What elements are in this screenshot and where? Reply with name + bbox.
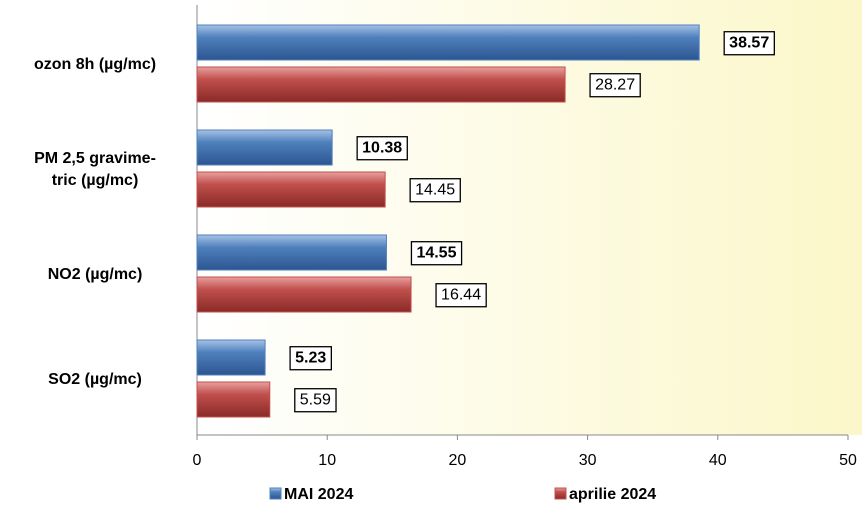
value-label-box xyxy=(589,73,641,98)
bar xyxy=(196,339,266,376)
value-label: 14.55 xyxy=(416,245,456,262)
value-label: 38.57 xyxy=(729,35,769,52)
category-label: PM 2,5 gravime- tric (µg/mc) xyxy=(34,149,156,189)
value-label-box xyxy=(409,178,461,203)
value-label: 14.45 xyxy=(415,182,455,199)
value-label-box xyxy=(294,388,337,413)
category-label: NO2 (µg/mc) xyxy=(47,265,143,283)
value-label: 16.44 xyxy=(441,287,481,304)
bar xyxy=(196,234,387,271)
legend-swatch xyxy=(554,487,567,500)
x-tick-label: 0 xyxy=(193,452,202,469)
bar xyxy=(196,276,412,313)
x-tick-label: 50 xyxy=(839,452,857,469)
value-label: 28.27 xyxy=(595,77,635,94)
x-tick-label: 40 xyxy=(709,452,727,469)
legend-label: aprilie 2024 xyxy=(569,486,656,503)
value-label-box xyxy=(723,31,775,56)
bar xyxy=(196,24,700,61)
value-label: 5.23 xyxy=(295,350,326,367)
value-label: 5.59 xyxy=(300,392,331,409)
value-label-box xyxy=(356,136,408,161)
x-tick-label: 10 xyxy=(318,452,336,469)
value-label: 10.38 xyxy=(362,140,402,157)
category-label: SO2 (µg/mc) xyxy=(48,370,142,388)
value-label-box xyxy=(410,241,463,266)
bar xyxy=(196,129,333,166)
bar xyxy=(196,171,386,208)
x-tick-label: 20 xyxy=(449,452,467,469)
category-label: ozon 8h (µg/mc) xyxy=(33,55,157,73)
x-tick-label: 30 xyxy=(579,452,597,469)
bar xyxy=(196,381,271,418)
value-label-box xyxy=(435,283,487,308)
value-label-box xyxy=(289,346,332,371)
legend-swatch xyxy=(269,487,282,500)
bar xyxy=(196,66,566,103)
legend-label: MAI 2024 xyxy=(284,486,353,503)
